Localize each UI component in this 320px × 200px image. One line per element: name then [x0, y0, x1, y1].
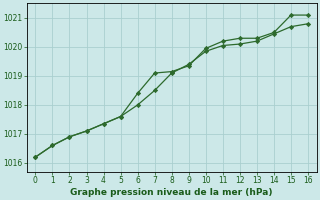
- X-axis label: Graphe pression niveau de la mer (hPa): Graphe pression niveau de la mer (hPa): [70, 188, 273, 197]
